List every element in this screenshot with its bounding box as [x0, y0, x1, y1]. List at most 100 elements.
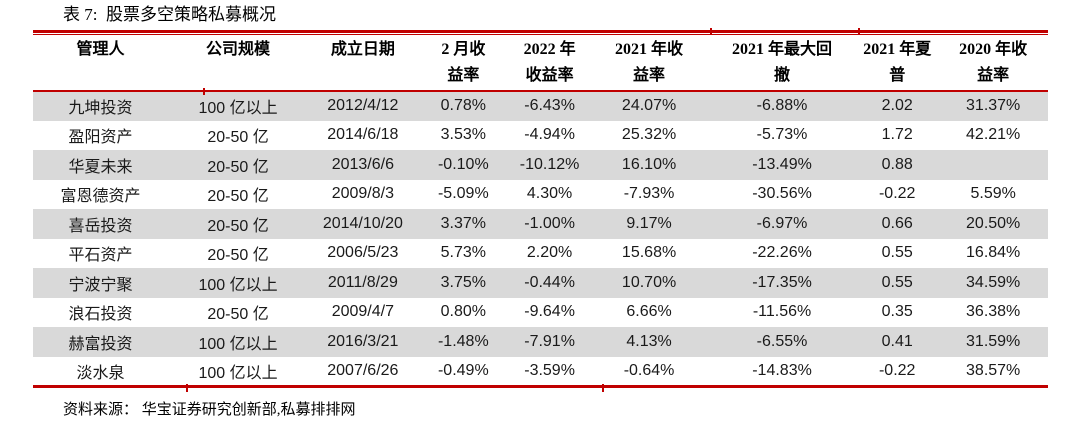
- column-divider-tick: [202, 88, 205, 95]
- table-cell: -6.88%: [756, 97, 808, 115]
- table-cell: 20-50 亿: [207, 306, 269, 324]
- table-cell: -0.22: [878, 185, 916, 203]
- column-header-2: 公司规模: [167, 35, 309, 92]
- table-cell: 36.38%: [966, 303, 1021, 321]
- table-cell: -6.43%: [524, 97, 575, 115]
- table-cell: -7.93%: [623, 185, 675, 203]
- table-cell: -6.55%: [756, 332, 808, 350]
- column-header-line1: 2021 年夏: [863, 41, 932, 58]
- table-cell: 20-50 亿: [207, 158, 269, 176]
- column-header-line1: 2022 年: [523, 41, 576, 58]
- column-header-5: 2022 年收益率: [509, 35, 591, 92]
- column-divider-tick: [186, 384, 189, 392]
- table-row: 盈阳资产 20-50 亿 2014/6/18 3.53% -4.94% 25.32% -5.…: [33, 121, 1048, 151]
- table-cell: -13.49%: [752, 155, 812, 173]
- table-row: 宁波宁聚 100 亿以上 2011/8/29 3.75% -0.44% 10.70% -17…: [33, 268, 1048, 298]
- table-cell: [938, 150, 1048, 180]
- table-row: 富恩德资产 20-50 亿 2009/8/3 -5.09% 4.30% -7.93% -30…: [33, 180, 1048, 210]
- manager-name-cell: 喜岳投资: [68, 217, 133, 235]
- manager-name-cell: 华夏未来: [68, 158, 133, 176]
- column-header-7: 2021 年最大回撤: [707, 35, 857, 92]
- table-cell: -0.10%: [437, 155, 489, 173]
- table-cell: -9.64%: [524, 303, 575, 321]
- fund-table: 管理人 公司规模 成立日期 2 月收 益率 2022 年收益率 2021 年收 益率 2021 …: [33, 35, 1048, 388]
- table-row: 九坤投资 100 亿以上 2012/4/12 0.78% -6.43% 24.07% -6.…: [33, 91, 1048, 121]
- manager-name-cell: 浪石投资: [68, 306, 133, 324]
- column-header-line2: 益率: [447, 67, 480, 84]
- table-cell: 20-50 亿: [207, 217, 269, 235]
- fund-table-container: 管理人 公司规模 成立日期 2 月收 益率 2022 年收益率 2021 年收 益率 2021 …: [33, 28, 1048, 392]
- table-cell: -1.48%: [437, 332, 489, 350]
- table-cell: 0.55: [881, 273, 913, 291]
- table-cell: 2007/6/26: [308, 356, 418, 388]
- table-cell: 42.21%: [966, 126, 1021, 144]
- table-cell: 24.07%: [621, 97, 677, 115]
- column-header-3: 成立日期: [308, 35, 418, 92]
- table-cell: -0.44%: [524, 273, 575, 291]
- table-cell: 0.41: [881, 332, 913, 350]
- table-cell: 0.35: [881, 303, 913, 321]
- table-cell: 6.66%: [626, 303, 672, 321]
- table-cell: 0.78%: [440, 97, 487, 115]
- table-row: 浪石投资 20-50 亿 2009/4/7 0.80% -9.64% 6.66% -11.5…: [33, 298, 1048, 328]
- table-cell: -1.00%: [524, 214, 575, 232]
- column-divider-tick: [858, 28, 861, 35]
- table-cell: 16.84%: [966, 244, 1021, 262]
- table-cell: 2.02: [881, 97, 913, 115]
- column-header-line2: 益率: [977, 67, 1010, 84]
- manager-name-cell: 平石资产: [68, 247, 133, 265]
- table-cell: 20-50 亿: [207, 129, 269, 147]
- column-divider-tick: [710, 28, 712, 35]
- table-cell: 0.88: [881, 155, 913, 173]
- table-cell: 2009/4/7: [331, 303, 394, 321]
- manager-name-cell: 宁波宁聚: [68, 276, 133, 294]
- table-cell: -17.35%: [752, 273, 812, 291]
- table-row: 华夏未来 20-50 亿 2013/6/6 -0.10% -10.12% 16.10% -1…: [33, 150, 1048, 180]
- table-cell: 100 亿以上: [198, 276, 278, 294]
- table-cell: 0.80%: [440, 303, 487, 321]
- table-cell: -22.26%: [752, 244, 812, 262]
- manager-name-cell: 富恩德资产: [60, 188, 141, 206]
- table-cell: 3.75%: [440, 273, 487, 291]
- column-divider-tick: [602, 384, 605, 392]
- table-title: 表 7: 股票多空策略私募概况: [63, 5, 276, 24]
- table-body: 九坤投资 100 亿以上 2012/4/12 0.78% -6.43% 24.07% -6.…: [33, 91, 1048, 388]
- table-cell: 2.20%: [526, 244, 573, 262]
- table-cell: -3.59%: [509, 356, 591, 388]
- manager-name-cell: 赫富投资: [68, 335, 133, 353]
- table-row: 淡水泉 100 亿以上 2007/6/26 -0.49% -3.59% -0.64% -14…: [33, 356, 1048, 388]
- column-header-line2: 收益率: [525, 67, 574, 84]
- column-header-line2: 撤: [774, 67, 791, 84]
- column-header-line1: 2021 年收: [615, 41, 684, 58]
- table-cell: -14.83%: [707, 356, 857, 388]
- table-cell: -11.56%: [752, 303, 812, 321]
- table-cell: 9.17%: [626, 214, 672, 232]
- table-cell: -5.09%: [437, 185, 489, 203]
- table-cell: 1.72: [881, 126, 913, 144]
- table-cell: 38.57%: [938, 356, 1048, 388]
- table-cell: 0.55: [881, 244, 913, 262]
- table-cell: -30.56%: [752, 185, 812, 203]
- table-cell: 20-50 亿: [207, 247, 269, 265]
- table-cell: 5.59%: [970, 185, 1016, 203]
- table-cell: 10.70%: [621, 273, 677, 291]
- table-cell: 2014/6/18: [327, 126, 399, 144]
- column-header-4: 2 月收 益率: [417, 35, 509, 92]
- manager-name-cell: 淡水泉: [33, 356, 168, 388]
- table-cell: 100 亿以上: [198, 100, 278, 118]
- column-header-9: 2020 年收 益率: [938, 35, 1048, 92]
- table-cell: 34.59%: [966, 273, 1021, 291]
- table-cell: 25.32%: [621, 126, 677, 144]
- table-cell: 100 亿以上: [198, 335, 278, 353]
- table-cell: 3.37%: [440, 214, 487, 232]
- source-note: 资料来源： 华宝证券研究创新部,私募排排网: [63, 402, 356, 418]
- table-cell: 4.13%: [626, 332, 672, 350]
- table-cell: -10.12%: [519, 155, 580, 173]
- table-cell: 2013/6/6: [331, 155, 394, 173]
- table-cell: 2014/10/20: [322, 214, 403, 232]
- header-row: 管理人 公司规模 成立日期 2 月收 益率 2022 年收益率 2021 年收 益率 2021 …: [33, 35, 1048, 92]
- table-cell: -0.64%: [590, 356, 708, 388]
- manager-name-cell: 九坤投资: [68, 100, 133, 118]
- table-cell: -5.73%: [756, 126, 808, 144]
- table-cell: 20-50 亿: [207, 188, 269, 206]
